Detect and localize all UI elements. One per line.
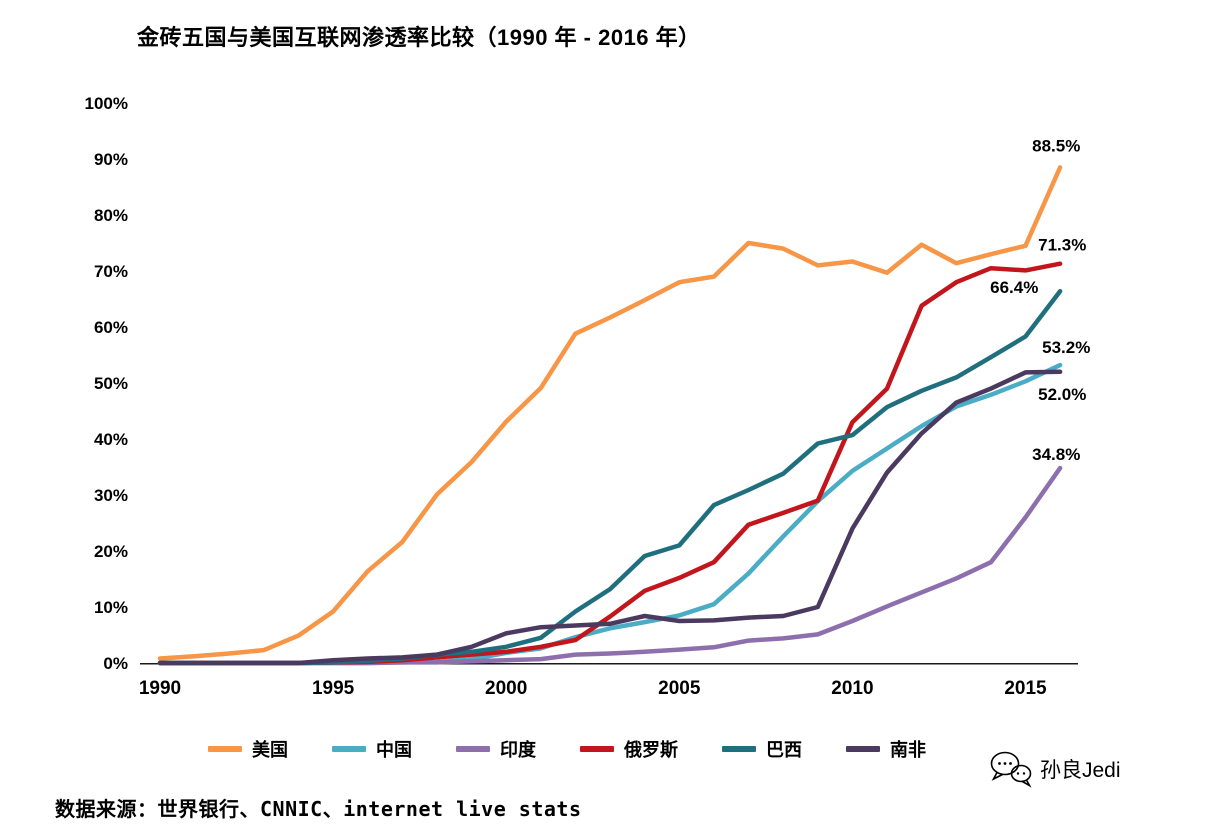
- chart-legend: 美国 中国 印度 俄罗斯 巴西 南非: [208, 736, 926, 762]
- end-value-label: 53.2%: [1042, 338, 1090, 357]
- legend-swatch: [208, 746, 242, 752]
- y-tick-label: 70%: [94, 262, 128, 281]
- legend-swatch: [846, 746, 880, 752]
- legend-label: 巴西: [766, 740, 802, 760]
- y-tick-label: 30%: [94, 486, 128, 505]
- x-tick-label: 2005: [658, 678, 701, 699]
- legend-label: 美国: [252, 740, 288, 760]
- series-line: [157, 288, 1063, 666]
- legend-swatch: [456, 746, 490, 752]
- end-value-label: 34.8%: [1032, 445, 1080, 464]
- x-tick-label: 1990: [139, 678, 181, 699]
- x-tick-label: 2010: [831, 678, 873, 699]
- legend-item: 中国: [332, 736, 412, 762]
- legend-item: 俄罗斯: [580, 736, 678, 762]
- legend-swatch: [722, 746, 756, 752]
- x-tick-label: 1995: [312, 678, 355, 699]
- x-tick-label: 2000: [485, 678, 527, 699]
- wechat-icon: [988, 750, 1034, 788]
- legend-item: 南非: [846, 736, 926, 762]
- legend-swatch: [580, 746, 614, 752]
- y-tick-label: 80%: [94, 206, 128, 225]
- legend-label: 中国: [376, 740, 412, 760]
- chart-title: 金砖五国与美国互联网渗透率比较（1990 年 - 2016 年）: [137, 25, 701, 50]
- legend-label: 印度: [500, 740, 536, 760]
- legend-swatch: [332, 746, 366, 752]
- y-tick-label: 50%: [94, 374, 128, 393]
- series-line: [157, 261, 1063, 666]
- y-tick-label: 60%: [94, 318, 128, 337]
- series-line: [157, 165, 1063, 661]
- y-tick-label: 40%: [94, 430, 128, 449]
- watermark-text: 孙良Jedi: [1040, 759, 1121, 782]
- legend-item: 美国: [208, 736, 288, 762]
- legend-item: 印度: [456, 736, 536, 762]
- end-value-label: 52.0%: [1038, 385, 1086, 404]
- y-tick-label: 10%: [94, 598, 128, 617]
- legend-label: 南非: [890, 740, 926, 760]
- x-tick-label: 2015: [1004, 678, 1047, 699]
- y-tick-label: 20%: [94, 542, 128, 561]
- end-value-label: 66.4%: [990, 278, 1038, 297]
- y-tick-label: 0%: [103, 654, 128, 673]
- y-tick-label: 100%: [85, 94, 128, 113]
- y-tick-label: 90%: [94, 150, 128, 169]
- watermark: 孙良Jedi: [988, 750, 1121, 788]
- end-value-label: 88.5%: [1032, 136, 1080, 155]
- data-source: 数据来源：世界银行、CNNIC、internet live stats: [55, 797, 582, 821]
- legend-label: 俄罗斯: [624, 740, 678, 760]
- legend-item: 巴西: [722, 736, 802, 762]
- series-line: [157, 369, 1063, 666]
- end-value-label: 71.3%: [1038, 236, 1086, 255]
- series-line: [157, 465, 1063, 666]
